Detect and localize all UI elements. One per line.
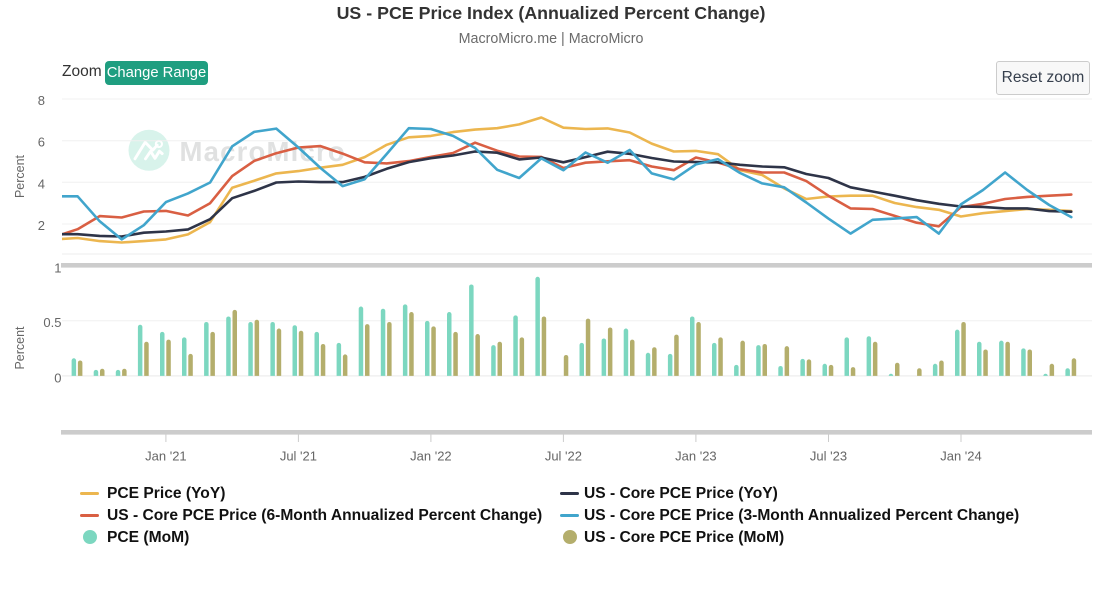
svg-text:8: 8 [38, 93, 45, 108]
svg-text:Jul '22: Jul '22 [545, 448, 582, 463]
svg-text:Jan '22: Jan '22 [410, 448, 452, 463]
svg-text:Jan '23: Jan '23 [675, 448, 717, 463]
svg-text:0.5: 0.5 [43, 315, 61, 330]
svg-text:0: 0 [54, 371, 61, 386]
svg-text:Jul '23: Jul '23 [810, 448, 847, 463]
svg-text:Percent: Percent [13, 326, 27, 370]
svg-text:Jan '21: Jan '21 [145, 448, 187, 463]
svg-text:4: 4 [38, 176, 45, 191]
svg-text:6: 6 [38, 135, 45, 150]
svg-text:2: 2 [38, 218, 45, 233]
svg-text:1: 1 [54, 260, 61, 275]
svg-text:Jul '21: Jul '21 [280, 448, 317, 463]
svg-text:Jan '24: Jan '24 [940, 448, 982, 463]
svg-text:Percent: Percent [13, 154, 27, 198]
